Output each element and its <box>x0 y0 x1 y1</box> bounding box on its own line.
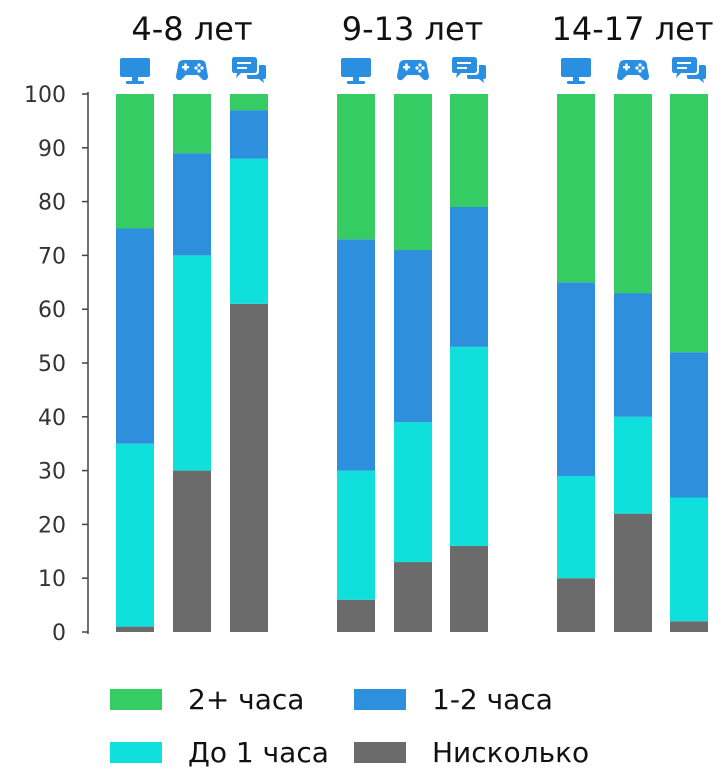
bar-segment-under1 <box>173 255 211 471</box>
legend-label-none: Нисколько <box>432 736 590 769</box>
group-labels: 4-8 лет 9-13 лет 14-17 лет <box>131 10 713 48</box>
bar-segment-h2plus <box>173 94 211 154</box>
bar-segment-h1_2 <box>450 206 488 347</box>
y-tick-label: 40 <box>38 406 66 431</box>
bar-segment-h2plus <box>614 94 652 294</box>
chat-icon <box>452 57 486 83</box>
bar-segment-h1_2 <box>116 228 154 444</box>
bar-segment-h1_2 <box>394 250 432 423</box>
bar-segment-h2plus <box>670 94 708 353</box>
legend-label-2plus-hours: 2+ часа <box>188 683 305 716</box>
bar-segment-under1 <box>450 346 488 546</box>
bar-segment-under1 <box>230 158 268 304</box>
bar-segment-none <box>450 545 488 632</box>
legend-item-2plus-hours: 2+ часа <box>110 683 304 716</box>
bar-segment-h2plus <box>450 94 488 207</box>
bars <box>116 94 708 632</box>
category-icons <box>120 57 706 84</box>
bar-segment-h2plus <box>337 94 375 240</box>
gamepad-icon <box>176 60 208 81</box>
group-label: 14-17 лет <box>552 10 714 48</box>
legend-swatch-none <box>354 742 406 763</box>
bar-segment-none <box>116 626 154 632</box>
monitor-icon <box>120 58 150 84</box>
group-label: 4-8 лет <box>131 10 252 48</box>
bar-segment-under1 <box>116 443 154 627</box>
legend-item-under-1-hour: До 1 часа <box>110 736 329 769</box>
y-tick-label: 0 <box>52 621 66 646</box>
y-tick-label: 70 <box>38 244 66 269</box>
bar-segment-none <box>337 599 375 632</box>
bar-segment-under1 <box>614 416 652 514</box>
bar-segment-none <box>557 578 595 632</box>
y-tick-label: 100 <box>24 83 66 108</box>
legend-label-under-1-hour: До 1 часа <box>188 736 329 769</box>
legend-swatch-1-2-hours <box>354 689 406 710</box>
bar-segment-h1_2 <box>173 153 211 256</box>
chat-icon <box>672 57 706 83</box>
legend-label-1-2-hours: 1-2 часа <box>432 683 553 716</box>
bar-segment-h1_2 <box>557 282 595 476</box>
bar-segment-under1 <box>557 475 595 579</box>
bar-segment-under1 <box>337 470 375 600</box>
gamepad-icon <box>617 60 649 81</box>
chat-icon <box>232 57 266 83</box>
y-tick-label: 50 <box>38 352 66 377</box>
monitor-icon <box>561 58 591 84</box>
bar-segment-under1 <box>670 497 708 622</box>
bar-segment-none <box>394 562 432 632</box>
bar-segment-h1_2 <box>670 352 708 498</box>
bar-segment-h2plus <box>557 94 595 283</box>
y-tick-label: 30 <box>38 460 66 485</box>
y-tick-label: 60 <box>38 298 66 323</box>
bar-segment-under1 <box>394 422 432 563</box>
bar-segment-none <box>614 513 652 632</box>
y-tick-label: 20 <box>38 513 66 538</box>
y-tick-label: 10 <box>38 567 66 592</box>
bar-segment-h2plus <box>230 94 268 111</box>
y-tick-label: 80 <box>38 191 66 216</box>
bar-segment-h2plus <box>116 94 154 229</box>
bar-segment-none <box>670 621 708 632</box>
y-axis: 0 10 20 30 40 50 60 70 80 90 100 <box>24 83 89 646</box>
bar-segment-h1_2 <box>337 239 375 471</box>
bar-segment-none <box>173 470 211 632</box>
legend-swatch-under-1-hour <box>110 742 162 763</box>
bar-segment-none <box>230 303 268 632</box>
monitor-icon <box>341 58 371 84</box>
gamepad-icon <box>397 60 429 81</box>
bar-segment-h1_2 <box>614 293 652 417</box>
legend-swatch-2plus-hours <box>110 689 162 710</box>
legend-item-none: Нисколько <box>354 736 589 769</box>
legend-item-1-2-hours: 1-2 часа <box>354 683 553 716</box>
bar-segment-h1_2 <box>230 110 268 159</box>
bar-segment-h2plus <box>394 94 432 251</box>
group-label: 9-13 лет <box>342 10 484 48</box>
y-tick-label: 90 <box>38 137 66 162</box>
